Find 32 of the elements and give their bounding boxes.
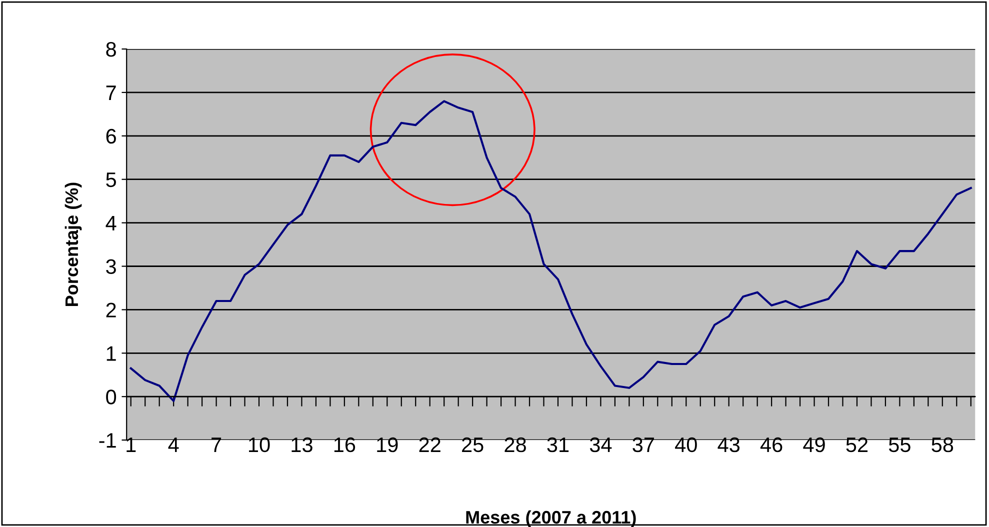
y-tick-label: -1 — [99, 433, 116, 448]
x-tick-label: 19 — [377, 437, 398, 452]
x-tick-label: 34 — [590, 437, 612, 452]
x-tick-label: 13 — [292, 437, 312, 452]
x-tick-label: 28 — [504, 437, 526, 452]
x-tick-label: 52 — [846, 437, 868, 452]
y-axis-title: Porcentaje (%) — [64, 182, 82, 306]
y-tick-label: 0 — [106, 390, 116, 404]
y-tick-label: 5 — [106, 172, 116, 188]
x-tick-label: 37 — [632, 437, 654, 452]
y-tick-label: 4 — [106, 216, 116, 230]
x-axis-title: Meses (2007 a 2011) — [466, 510, 636, 527]
x-tick-label: 25 — [462, 437, 484, 452]
x-tick-label: 46 — [760, 437, 782, 452]
x-tick-label: 31 — [547, 437, 569, 452]
y-tick-label: 1 — [106, 346, 116, 361]
x-tick-label: 49 — [803, 437, 825, 452]
line-series — [130, 100, 972, 402]
y-tick-label: 7 — [106, 86, 116, 100]
y-tick-label: 6 — [106, 128, 116, 144]
x-tick-label: 4 — [168, 438, 179, 452]
x-tick-label: 55 — [888, 438, 910, 452]
x-tick-label: 7 — [212, 438, 222, 452]
x-tick-label: 10 — [249, 437, 270, 452]
y-tick-label: 2 — [106, 302, 116, 318]
x-tick-label: 58 — [932, 437, 954, 452]
x-tick-label: 43 — [718, 437, 740, 452]
x-tick-label: 40 — [675, 437, 697, 452]
x-tick-label: 16 — [334, 437, 356, 452]
x-tick-label: 22 — [419, 437, 440, 452]
y-tick-label: 3 — [106, 259, 116, 274]
y-tick-label: 8 — [106, 42, 116, 57]
